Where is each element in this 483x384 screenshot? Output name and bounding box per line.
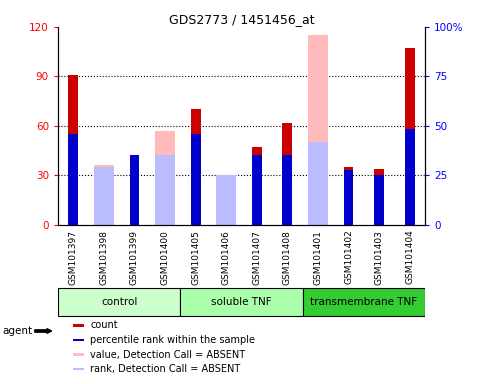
Bar	[72, 354, 85, 356]
Text: GSM101407: GSM101407	[252, 230, 261, 285]
Text: GSM101408: GSM101408	[283, 230, 292, 285]
Bar	[129, 156, 139, 225]
Bar	[252, 147, 262, 225]
Text: value, Detection Call = ABSENT: value, Detection Call = ABSENT	[90, 350, 245, 360]
Text: GSM101401: GSM101401	[313, 230, 323, 285]
Text: GSM101397: GSM101397	[69, 230, 78, 285]
Text: GSM101405: GSM101405	[191, 230, 200, 285]
Bar	[308, 35, 328, 225]
Text: GSM101404: GSM101404	[405, 230, 414, 285]
Title: GDS2773 / 1451456_at: GDS2773 / 1451456_at	[169, 13, 314, 26]
Bar	[72, 368, 85, 371]
Bar	[191, 134, 200, 225]
Bar	[216, 175, 236, 225]
Bar	[72, 339, 85, 341]
Bar	[191, 109, 200, 225]
Text: rank, Detection Call = ABSENT: rank, Detection Call = ABSENT	[90, 364, 241, 374]
Text: soluble TNF: soluble TNF	[211, 297, 272, 307]
Bar	[69, 75, 78, 225]
Text: transmembrane TNF: transmembrane TNF	[310, 297, 417, 307]
Bar	[155, 156, 175, 225]
Bar	[155, 131, 175, 225]
Text: count: count	[90, 320, 118, 331]
Bar	[129, 159, 139, 225]
Text: control: control	[101, 297, 137, 307]
Bar	[405, 48, 414, 225]
Bar	[344, 167, 354, 225]
Bar	[405, 129, 414, 225]
Bar	[72, 324, 85, 327]
Bar	[283, 156, 292, 225]
FancyBboxPatch shape	[58, 288, 180, 316]
Bar	[252, 156, 262, 225]
Bar	[374, 175, 384, 225]
Text: GSM101403: GSM101403	[375, 230, 384, 285]
Text: percentile rank within the sample: percentile rank within the sample	[90, 335, 255, 345]
Bar	[94, 166, 114, 225]
Text: GSM101398: GSM101398	[99, 230, 108, 285]
Text: GSM101399: GSM101399	[130, 230, 139, 285]
Text: GSM101406: GSM101406	[222, 230, 231, 285]
Text: GSM101402: GSM101402	[344, 230, 353, 285]
FancyBboxPatch shape	[303, 288, 425, 316]
Bar	[283, 122, 292, 225]
Bar	[216, 179, 236, 225]
Text: agent: agent	[2, 326, 32, 336]
Bar	[94, 167, 114, 225]
Bar	[308, 142, 328, 225]
FancyBboxPatch shape	[180, 288, 303, 316]
Bar	[344, 170, 354, 225]
Bar	[69, 134, 78, 225]
Bar	[374, 169, 384, 225]
Text: GSM101400: GSM101400	[160, 230, 170, 285]
